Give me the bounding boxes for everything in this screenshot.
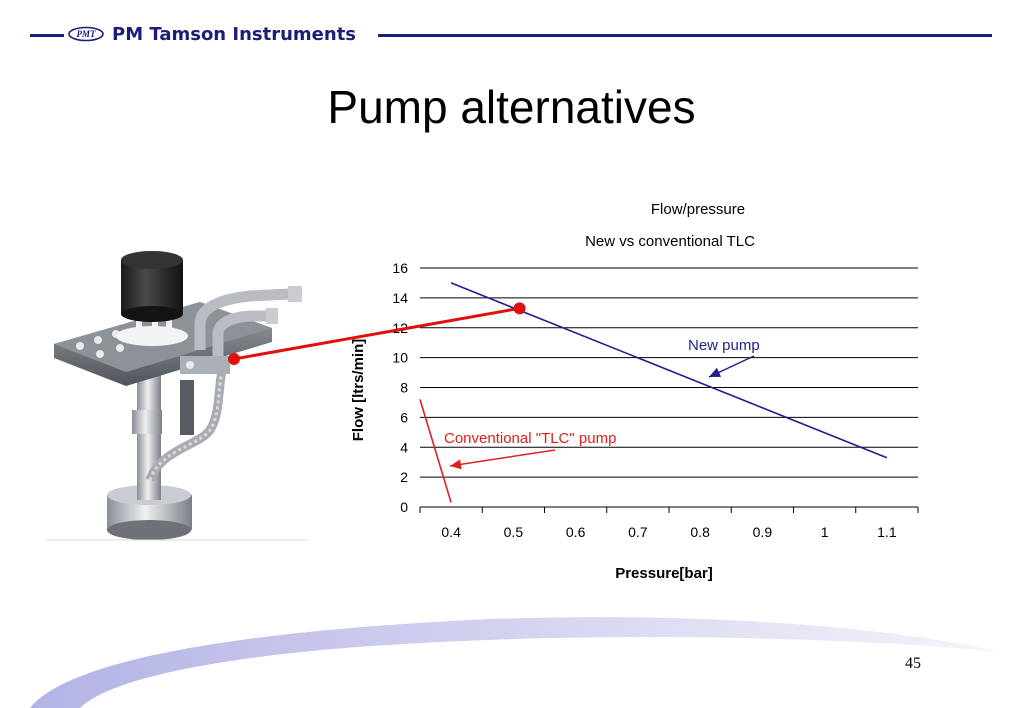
arrow-new-pump [708,355,755,378]
decorative-swoosh [30,617,1000,708]
x-tick-label: 0.5 [504,524,524,540]
y-tick-label: 6 [400,409,408,425]
y-tick-label: 4 [400,439,408,455]
chart-subtitle: New vs conventional TLC [585,233,755,250]
y-tick-labels: 0 2 4 6 8 10 12 14 16 [392,260,408,515]
arrow-conventional-pump [449,449,556,470]
header-rule-right [378,34,992,37]
page-number: 45 [905,655,921,672]
y-tick-label: 8 [400,380,408,396]
header-rule-left [30,34,64,37]
slide-title: Pump alternatives [327,81,696,133]
x-tick-labels: 0.4 0.5 0.6 0.7 0.8 0.9 1 1.1 [419,507,919,540]
x-tick-label: 0.7 [628,524,648,540]
x-tick-label: 0.8 [690,524,710,540]
company-name: PM Tamson Instruments [112,24,357,45]
annotation-new-pump: New pump [688,337,760,354]
y-axis-title: Flow [ltrs/min] [350,339,367,442]
gridlines [420,267,918,478]
y-tick-label: 10 [392,350,408,366]
series-lines [419,282,888,503]
y-tick-label: 14 [392,290,408,306]
chart-title: Flow/pressure [651,201,745,218]
x-tick-label: 0.4 [441,524,461,540]
callout-dot-chart [513,302,526,315]
x-axis-title: Pressure[bar] [615,565,713,582]
callout-line [233,306,520,361]
pmt-logo-icon: PMT [68,26,104,42]
x-tick-label: 0.9 [753,524,773,540]
y-tick-label: 16 [392,260,408,276]
x-tick-label: 1 [821,524,829,540]
annotation-arrows [449,355,755,470]
callout-dot-pump [228,353,240,365]
y-tick-label: 12 [392,320,408,336]
x-tick-label: 1.1 [877,524,897,540]
x-tick-label: 0.6 [566,524,586,540]
svg-text:PMT: PMT [77,29,97,39]
pump-illustration [46,251,308,541]
y-tick-label: 2 [400,469,408,485]
series-line-conventional-pump [419,399,452,503]
annotation-conventional-pump: Conventional "TLC" pump [444,430,616,447]
y-tick-label: 0 [400,499,408,515]
callout [228,302,526,365]
